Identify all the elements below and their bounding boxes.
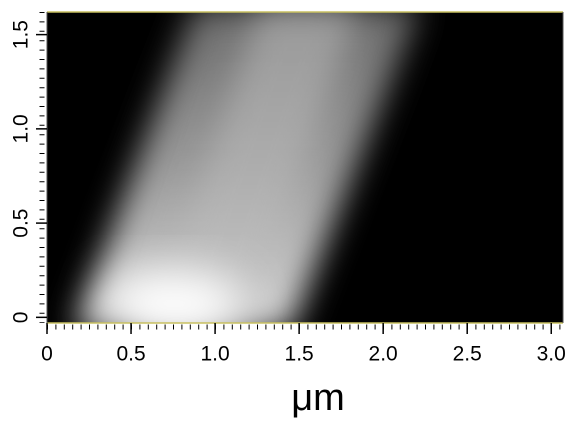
x-tick-label: 3.0	[537, 343, 566, 366]
x-tick-label: 1.5	[285, 343, 314, 366]
afm-image	[47, 12, 563, 323]
y-tick-label: 1.5	[10, 20, 33, 49]
x-tick-label: 2.5	[453, 343, 482, 366]
y-tick-label: 0.5	[10, 209, 33, 238]
y-tick-label: 0	[10, 312, 33, 324]
y-tick-label: 1.0	[10, 114, 33, 143]
x-tick-label: 1.0	[200, 343, 229, 366]
x-tick-label: 2.0	[369, 343, 398, 366]
x-axis-label: μm	[291, 377, 345, 419]
x-tick-label: 0.5	[116, 343, 145, 366]
x-tick-label: 0	[41, 343, 53, 366]
